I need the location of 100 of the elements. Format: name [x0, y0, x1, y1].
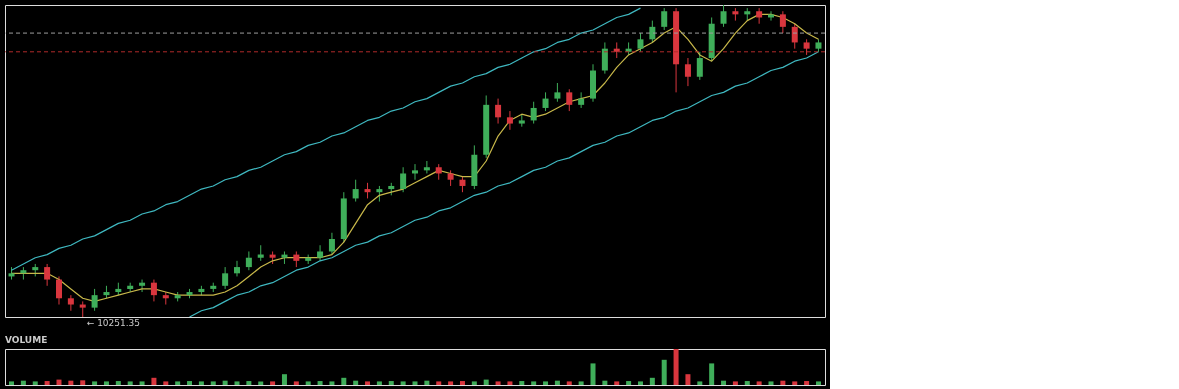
candlestick	[495, 98, 502, 125]
bar	[115, 381, 121, 385]
bar	[270, 381, 276, 385]
candlestick	[779, 10, 786, 34]
bar	[483, 379, 489, 385]
bar	[721, 380, 727, 385]
bar	[543, 381, 549, 385]
candlestick	[506, 110, 513, 131]
bar	[756, 381, 762, 385]
bar	[9, 381, 15, 385]
bar	[649, 377, 655, 385]
bar	[554, 380, 560, 385]
bar	[614, 381, 620, 385]
candlestick	[554, 82, 561, 103]
bar	[127, 381, 133, 385]
bar	[578, 381, 584, 385]
bar	[365, 381, 371, 385]
candlestick	[637, 32, 644, 53]
candlestick	[328, 232, 335, 256]
bar	[376, 381, 382, 385]
candlestick	[139, 279, 146, 293]
bar	[305, 381, 311, 385]
bar	[685, 374, 691, 385]
bar	[673, 349, 679, 385]
bar	[258, 381, 264, 385]
candlestick	[542, 91, 549, 112]
candlestick	[150, 279, 157, 302]
bar	[459, 381, 465, 385]
candlestick	[578, 91, 585, 109]
bar	[80, 380, 86, 385]
bar	[768, 381, 774, 385]
bar	[697, 381, 703, 385]
bar	[792, 381, 798, 385]
bar	[661, 359, 667, 385]
bar	[804, 381, 810, 385]
candlestick	[400, 166, 407, 193]
candlestick	[423, 160, 430, 174]
candlestick	[530, 101, 537, 125]
candlestick	[412, 163, 418, 181]
bar	[139, 381, 145, 385]
bar	[246, 381, 252, 385]
bar	[103, 381, 109, 385]
chart-title: VOLUME	[5, 335, 48, 345]
bar	[317, 381, 323, 385]
bar	[519, 381, 525, 385]
bar	[412, 381, 418, 385]
bar	[495, 381, 501, 385]
bar	[20, 380, 26, 385]
candlestick	[55, 275, 62, 306]
candlestick	[566, 88, 573, 112]
bar	[281, 374, 287, 385]
candlestick	[44, 263, 51, 287]
candlestick	[720, 4, 727, 28]
candlestick	[234, 260, 240, 277]
candlestick	[601, 41, 608, 75]
bar	[732, 381, 738, 385]
candlestick	[245, 250, 252, 271]
candlestick	[756, 7, 763, 25]
candlestick	[696, 51, 703, 81]
candlestick	[91, 288, 98, 312]
bar	[175, 381, 181, 385]
bar	[388, 381, 394, 385]
bar	[590, 363, 596, 385]
candlestick	[661, 7, 668, 31]
candlestick	[768, 10, 775, 22]
bar	[92, 381, 98, 385]
bar	[448, 381, 454, 385]
text: ← 10251.35	[86, 318, 141, 328]
candlestick	[684, 57, 691, 87]
bar	[566, 381, 572, 385]
candlestick	[67, 294, 74, 312]
bar	[198, 381, 204, 385]
bar	[222, 380, 228, 385]
bar	[329, 381, 335, 385]
bar	[293, 381, 299, 385]
bar	[234, 381, 240, 385]
bar	[780, 380, 786, 385]
bar	[436, 381, 442, 385]
bar	[210, 381, 216, 385]
candlestick	[222, 266, 229, 290]
bar	[163, 381, 169, 385]
bar	[341, 377, 347, 385]
bar	[151, 377, 157, 385]
bar	[709, 363, 715, 385]
bar	[815, 381, 821, 385]
bar	[187, 381, 193, 385]
bar	[744, 381, 750, 385]
bar	[353, 380, 359, 385]
bar	[32, 381, 38, 385]
bar	[424, 380, 430, 385]
candlestick	[352, 179, 359, 203]
bar	[602, 380, 608, 385]
bar	[507, 381, 513, 385]
bar	[56, 379, 62, 385]
bar	[68, 380, 74, 385]
bar	[626, 381, 632, 385]
bar	[531, 381, 537, 385]
bar	[637, 381, 643, 385]
bar	[400, 381, 406, 385]
candlestick	[317, 244, 324, 262]
